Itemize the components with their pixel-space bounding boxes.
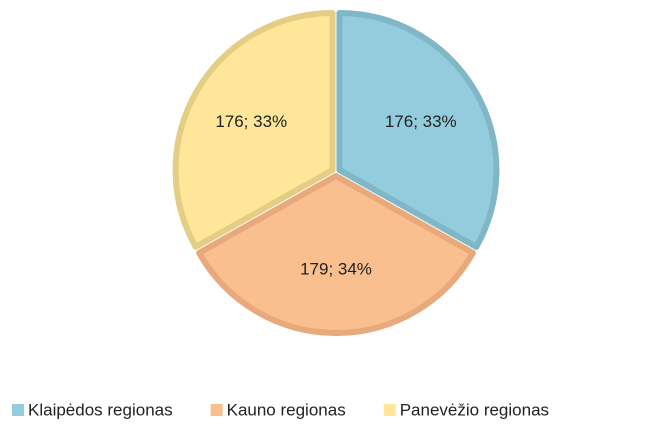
data-label: 176; 33%	[215, 112, 287, 131]
legend-label: Klaipėdos regionas	[28, 400, 173, 419]
legend-swatch	[383, 404, 396, 416]
legend-swatch	[12, 404, 24, 416]
legend-label: Kauno regionas	[227, 400, 346, 419]
data-label: 176; 33%	[385, 112, 457, 131]
pie-slice	[196, 173, 476, 336]
legend-swatch	[210, 404, 223, 416]
legend-label: Panevėžio regionas	[400, 400, 549, 419]
data-label: 179; 34%	[300, 260, 372, 279]
pie-slice	[336, 9, 500, 250]
pie-slice	[172, 9, 336, 250]
